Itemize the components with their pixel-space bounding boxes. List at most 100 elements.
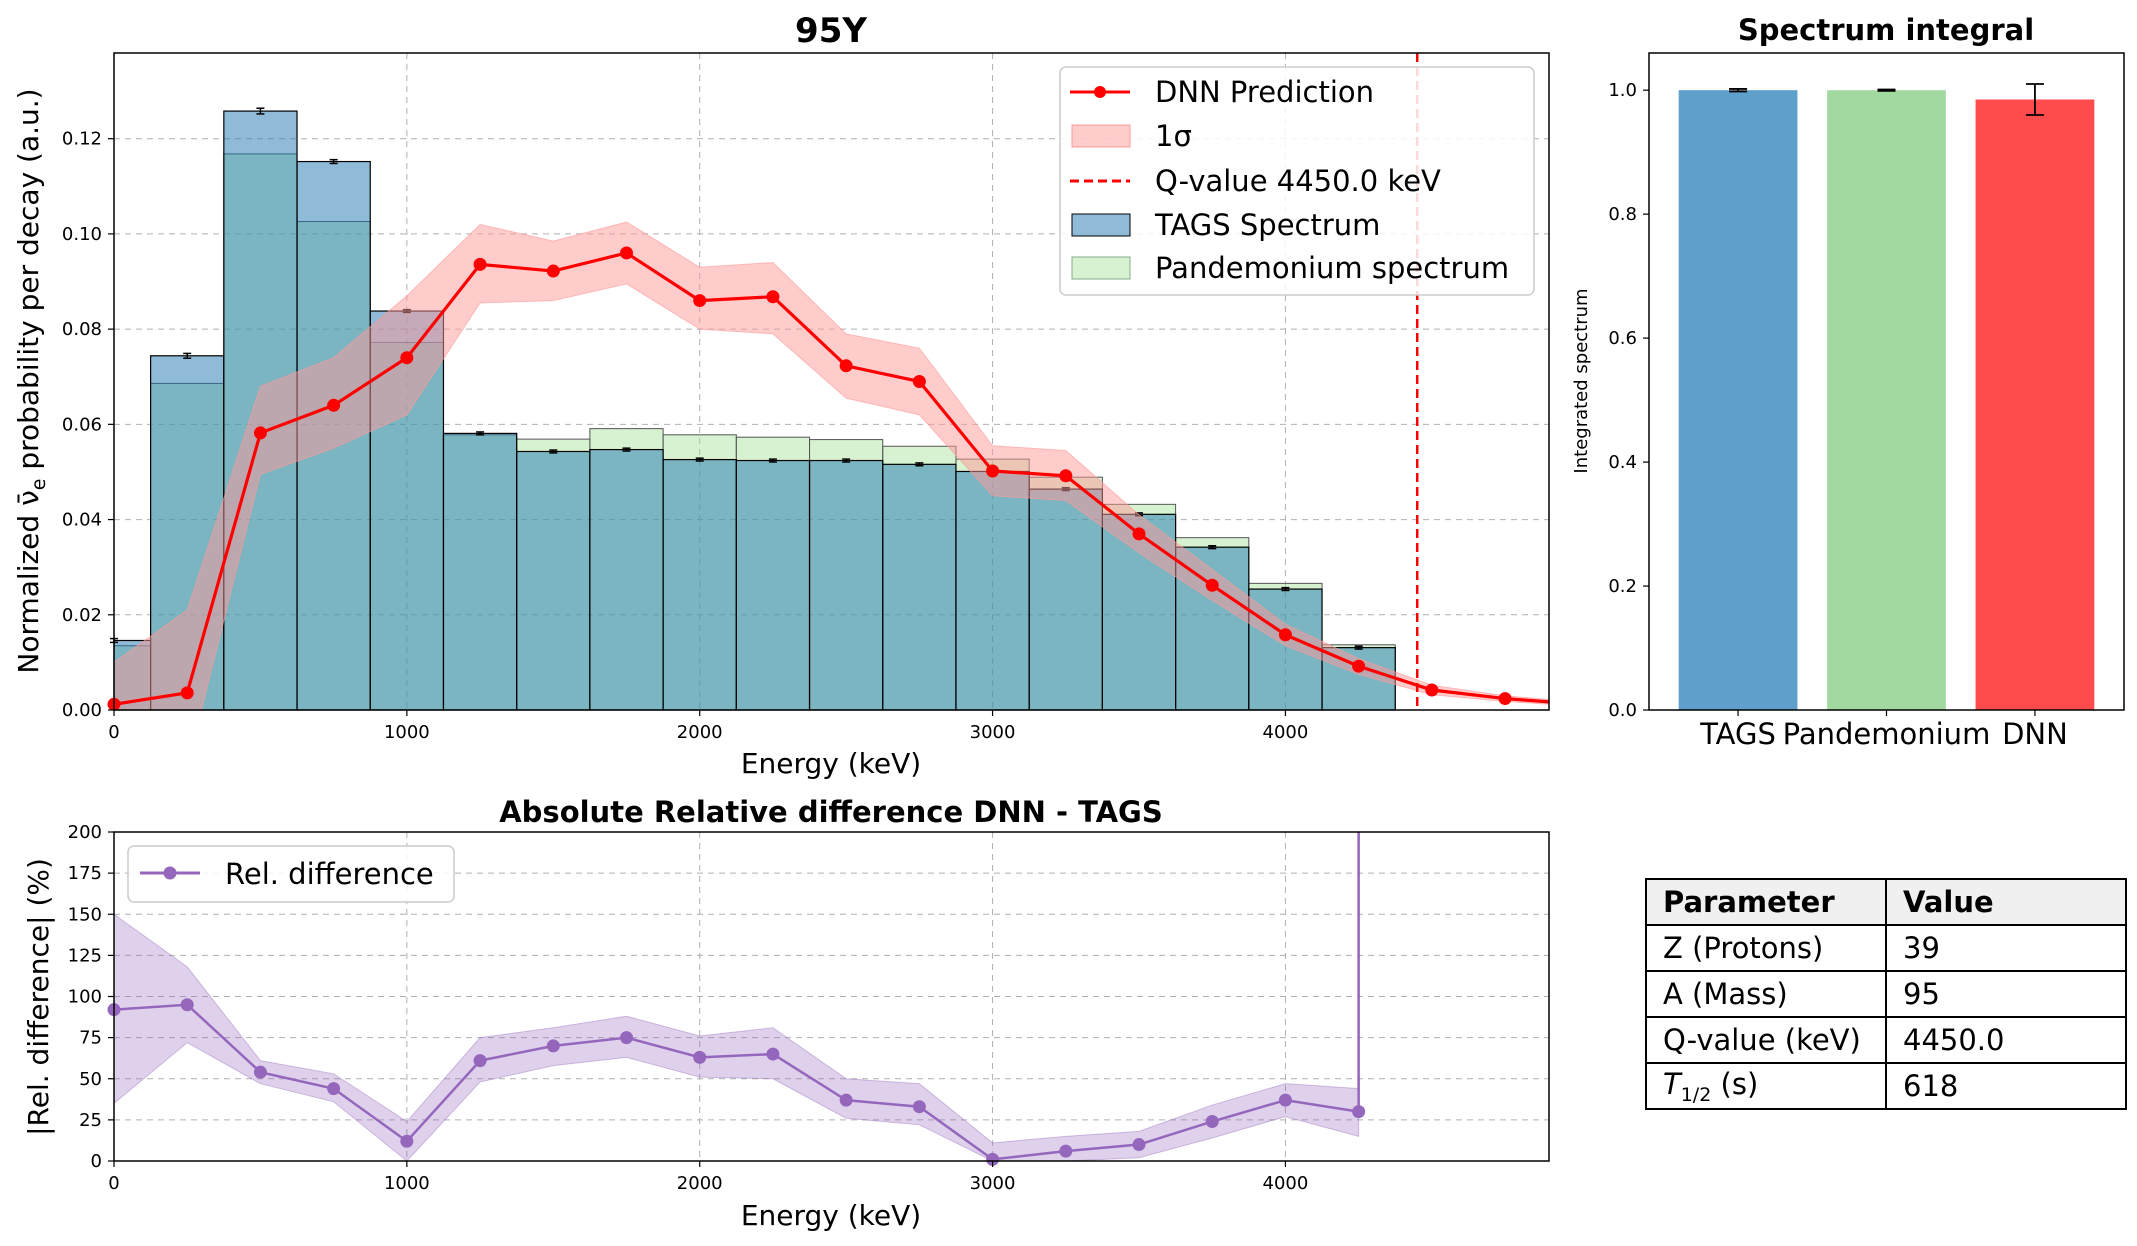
reldiff-point	[180, 998, 194, 1012]
xtick-label: Pandemonium	[1783, 717, 1991, 751]
ytick-label: 0.4	[1608, 452, 1637, 473]
tags-bar	[735, 459, 811, 711]
dnn-point	[986, 464, 1000, 478]
xtick-label: 4000	[1263, 722, 1309, 743]
table-header-parameter: Parameter	[1645, 878, 1887, 926]
legend-pandemonium-label: Pandemonium spectrum	[1155, 251, 1509, 285]
integral-bar	[1975, 99, 2095, 711]
ytick-label: 25	[79, 1110, 102, 1131]
table-cell-param: T1/2 (s)	[1645, 1062, 1887, 1110]
dnn-point	[1205, 578, 1219, 592]
table-cell-param: Q-value (keV)	[1645, 1016, 1887, 1064]
integral-chart: 0.0 0.2 0.4 0.6 0.8 1.0 TAGS Pandemonium DNN Sp…	[1571, 13, 2125, 751]
dnn-point	[1498, 692, 1512, 706]
legend-sigma-label: 1σ	[1155, 119, 1192, 153]
reldiff-legend: Rel. difference	[127, 845, 455, 903]
ytick-label: 0.6	[1608, 328, 1637, 349]
table-row: T1/2 (s) 618	[1645, 1062, 2127, 1110]
ytick-label: 175	[68, 863, 102, 884]
table-cell-param: A (Mass)	[1645, 970, 1887, 1018]
spectrum-xticks: 0 1000 2000 3000 4000	[108, 710, 1308, 743]
ytick-label: 0.2	[1608, 576, 1637, 597]
legend-tags-swatch	[1071, 213, 1131, 237]
xtick-label: 0	[108, 722, 119, 743]
ytick-label: 75	[79, 1028, 102, 1049]
integral-bars	[1678, 83, 2095, 711]
xtick-label: 3000	[970, 1173, 1016, 1194]
reldiff-point	[839, 1093, 853, 1107]
ytick-label: 0.08	[62, 319, 102, 340]
legend-reldiff-label: Rel. difference	[225, 857, 434, 891]
ytick-label: 50	[79, 1069, 102, 1090]
xtick-label: 0	[108, 1173, 119, 1194]
legend-dnn-marker	[1094, 86, 1106, 98]
reldiff-point	[546, 1039, 560, 1053]
ytick-label: 0.06	[62, 414, 102, 435]
xtick-label: DNN	[2002, 717, 2068, 751]
integral-bar	[1678, 90, 1798, 711]
ytick-label: 0.00	[62, 700, 102, 721]
xtick-label: 1000	[384, 1173, 430, 1194]
reldiff-point	[986, 1152, 1000, 1166]
ytick-label: 125	[68, 945, 102, 966]
xtick-label: 3000	[970, 722, 1016, 743]
dnn-sigma-band	[114, 221, 1549, 710]
table-row: Q-value (keV) 4450.0	[1645, 1016, 2127, 1064]
reldiff-point	[253, 1065, 267, 1079]
dnn-point	[1425, 683, 1439, 697]
dnn-point	[839, 359, 853, 373]
table-cell-value: 95	[1885, 970, 2127, 1018]
xtick-label: 1000	[384, 722, 430, 743]
table-cell-value: 4450.0	[1885, 1016, 2127, 1064]
parameter-table: Parameter Value Z (Protons) 39 A (Mass) …	[1645, 878, 2127, 1110]
legend-tags-label: TAGS Spectrum	[1154, 208, 1380, 242]
reldiff-point	[1132, 1138, 1146, 1152]
reldiff-xticks: 0 1000 2000 3000 4000	[108, 1161, 1308, 1194]
reldiff-point	[327, 1082, 341, 1096]
reldiff-point	[1278, 1093, 1292, 1107]
xtick-label: 2000	[677, 1173, 723, 1194]
table-cell-value: 618	[1885, 1062, 2127, 1110]
legend-reldiff-marker	[163, 866, 177, 880]
spectrum-chart: 0 1000 2000 3000 4000 0.000.020.040.060.080.…	[12, 11, 1550, 780]
reldiff-point	[912, 1100, 926, 1114]
xtick-label: 4000	[1263, 1173, 1309, 1194]
ytick-label: 0.02	[62, 605, 102, 626]
legend-sigma-swatch	[1071, 124, 1131, 148]
dnn-point	[912, 375, 926, 388]
integral-xticks: TAGS Pandemonium DNN	[1699, 710, 2068, 751]
reldiff-yticks: 0 25 50 75 100 125 150 175 200	[68, 822, 114, 1172]
reldiff-point	[620, 1031, 633, 1045]
xtick-label: 2000	[677, 722, 723, 743]
reldiff-point	[1205, 1115, 1219, 1129]
ytick-label: 200	[68, 822, 102, 843]
spectrum-title: 95Y	[795, 11, 867, 51]
dnn-point	[400, 351, 414, 365]
reldiff-xlabel: Energy (keV)	[741, 1199, 921, 1232]
legend-pandemonium-swatch	[1071, 256, 1131, 280]
xtick-label: TAGS	[1699, 717, 1776, 751]
tags-bar	[955, 470, 1030, 711]
reldiff-band-area	[113, 913, 1360, 1162]
ytick-label: 0	[91, 1151, 102, 1172]
reldiff-chart: 0 1000 2000 3000 4000 0 25 50 75 100 125 150 175 200…	[22, 795, 1550, 1232]
reldiff-point	[766, 1047, 780, 1061]
reldiff-band	[113, 913, 1360, 1162]
dnn-point	[766, 290, 780, 304]
ytick-label: 1.0	[1608, 80, 1637, 101]
ytick-label: 0.0	[1608, 700, 1637, 721]
legend-qvalue-label: Q-value 4450.0 keV	[1155, 164, 1441, 198]
dnn-point	[693, 294, 707, 308]
reldiff-point	[1059, 1144, 1073, 1158]
table-cell-value: 39	[1885, 924, 2127, 972]
reldiff-point	[400, 1134, 414, 1148]
tags-bar	[1028, 488, 1103, 711]
spectrum-legend: DNN Prediction 1σ Q-value 4450.0 keV TAG…	[1059, 66, 1535, 296]
dnn-point	[1278, 628, 1292, 642]
tags-bar	[808, 459, 884, 711]
ytick-label: 0.12	[62, 129, 102, 150]
reldiff-point	[473, 1054, 487, 1068]
tags-bar	[442, 432, 518, 711]
tags-bar	[516, 450, 591, 711]
dnn-sigma-area	[114, 221, 1549, 710]
